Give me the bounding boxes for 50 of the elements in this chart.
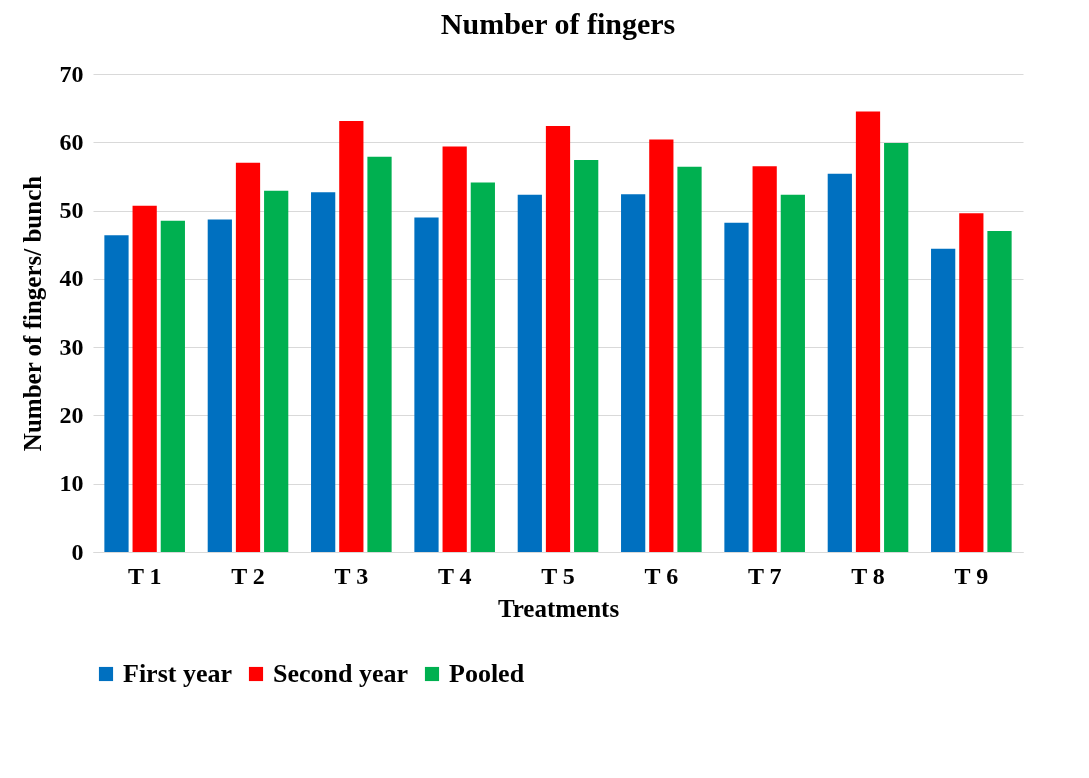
bar (235, 162, 261, 552)
legend-label: First year (123, 659, 233, 688)
bar (207, 219, 232, 552)
x-axis-title: Treatments (497, 594, 620, 622)
y-tick-label: 20 (59, 401, 84, 428)
y-tick-label: 50 (59, 197, 84, 224)
x-tick-label: T 2 (231, 562, 265, 589)
bar (677, 166, 702, 552)
bar (414, 217, 439, 552)
bar (649, 139, 674, 552)
bar (132, 205, 157, 552)
bar (104, 235, 129, 552)
legend-label: Second year (273, 659, 409, 688)
bar (574, 160, 599, 552)
y-tick-label: 30 (59, 333, 84, 360)
bar (959, 213, 984, 552)
x-tick-label: T 3 (334, 562, 369, 589)
bar (621, 194, 646, 552)
x-tick-label: T 9 (954, 562, 989, 589)
y-tick-label: 60 (59, 128, 84, 155)
bar (470, 182, 495, 552)
bar (780, 194, 805, 552)
bar (931, 248, 956, 552)
y-tick-label: 10 (59, 470, 84, 497)
x-tick-label: T 8 (851, 562, 885, 589)
x-tick-label: T 1 (127, 562, 162, 589)
legend-label: Pooled (449, 659, 525, 688)
bar (827, 173, 852, 552)
bar (855, 111, 881, 552)
y-tick-label: 70 (59, 60, 84, 87)
y-tick-label: 0 (71, 538, 84, 565)
bar (339, 121, 364, 552)
bar (987, 231, 1012, 552)
x-tick-label: T 7 (747, 562, 782, 589)
chart-title: Number of fingers (440, 7, 676, 40)
bar (442, 146, 467, 552)
x-tick-label: T 5 (541, 562, 575, 589)
bar (545, 125, 571, 552)
bar (311, 192, 336, 552)
x-tick-label: T 4 (437, 562, 472, 589)
bar (160, 220, 185, 552)
x-tick-label: T 6 (644, 562, 679, 589)
bar (517, 194, 542, 552)
bar (264, 190, 289, 552)
bar (367, 156, 392, 552)
bar (724, 222, 749, 552)
bar (752, 166, 777, 552)
y-tick-label: 40 (59, 265, 84, 292)
y-axis-title: Number of fingers/ bunch (18, 175, 46, 452)
bar (884, 142, 909, 552)
